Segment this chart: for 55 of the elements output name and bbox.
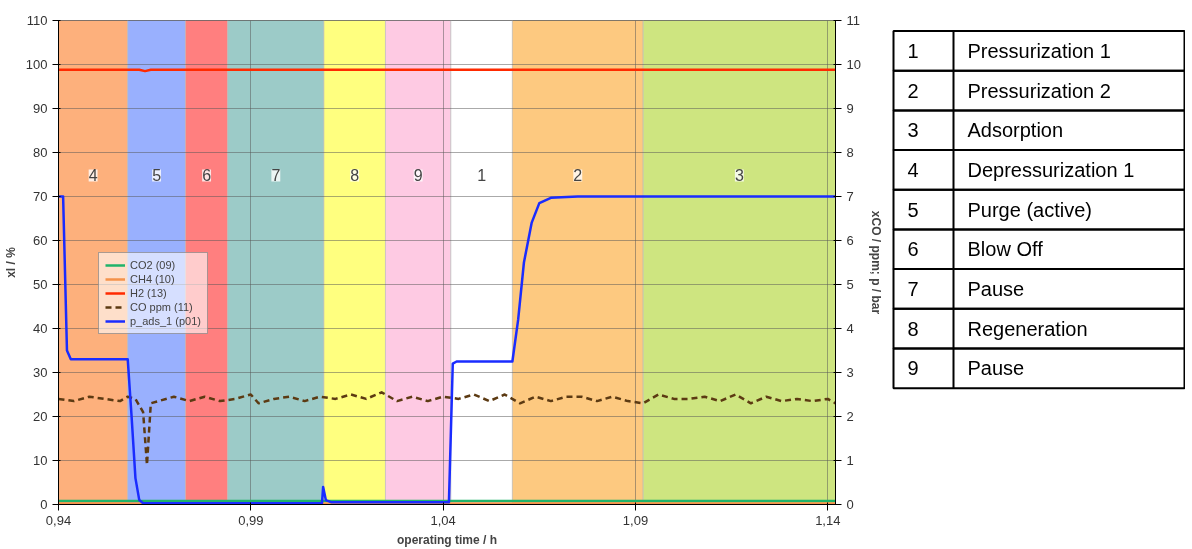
text: 4 Depressurization 1 [907, 158, 1135, 181]
y-tick-label: 90 [33, 101, 48, 116]
band-label: 8 [350, 167, 360, 185]
band-label: 6 [202, 167, 212, 185]
y2-tick-label: 5 [846, 277, 854, 292]
y-tick-label: 70 [33, 189, 48, 204]
legend-label: p_ads_1 (p01) [130, 315, 201, 327]
legend-label: CH4 (10) [130, 273, 175, 285]
y2-tick-label: 1 [846, 453, 854, 468]
y-tick-label: 30 [33, 365, 48, 380]
text: 1 Pressurization 1 [907, 39, 1111, 62]
band-label: 7 [271, 167, 281, 185]
x-tick-label: 0,99 [238, 512, 264, 528]
band-label: 5 [152, 167, 162, 185]
text: 5 Purge (active) [907, 198, 1092, 221]
y2-tick-label: 10 [846, 57, 861, 72]
y2-tick-label: 6 [846, 233, 854, 248]
text: 8 Regeneration [907, 317, 1088, 340]
y-tick-label: 100 [25, 57, 48, 72]
y2-tick-label: 0 [846, 497, 854, 512]
text: 6 Blow Off [907, 238, 1043, 261]
band-label: 1 [477, 167, 487, 185]
y2-tick-label: 11 [846, 13, 860, 28]
y-axis-title: xl / % [3, 246, 18, 278]
band-label: 3 [734, 167, 744, 185]
y2-tick-label: 7 [846, 189, 854, 204]
band-label: 9 [413, 167, 423, 185]
y-tick-label: 20 [33, 409, 48, 424]
y2-tick-label: 9 [846, 101, 854, 116]
band-label: 2 [573, 167, 583, 185]
x-tick-label: 0,94 [45, 512, 72, 528]
x-tick-label: 1,14 [815, 512, 841, 528]
y2-tick-label: 4 [846, 321, 854, 336]
y-tick-label: 50 [33, 277, 48, 292]
text: 3 Adsorption [907, 119, 1064, 142]
text: 7 Pause [907, 277, 1025, 300]
y2-tick-label: 2 [846, 409, 854, 424]
y2-tick-label: 8 [846, 145, 854, 160]
legend-label: CO2 (09) [130, 259, 176, 271]
y-tick-label: 10 [33, 453, 48, 468]
legend-label: CO ppm (11) [130, 301, 193, 313]
y2-axis-title: xCO / ppm; p / bar [868, 210, 883, 315]
y-tick-label: 80 [33, 145, 48, 160]
y-tick-label: 0 [40, 497, 48, 512]
text: 9 Pause [907, 357, 1025, 380]
x-axis-title: operating time / h [397, 532, 498, 547]
text: 2 Pressurization 2 [907, 79, 1111, 102]
legend-label: H2 (13) [130, 287, 167, 299]
x-tick-label: 1,09 [622, 512, 649, 528]
y-tick-label: 60 [33, 233, 48, 248]
band-label: 4 [88, 167, 98, 185]
y-tick-label: 40 [33, 321, 48, 336]
y-tick-label: 110 [26, 13, 48, 28]
x-tick-label: 1,04 [430, 512, 456, 528]
y2-tick-label: 3 [846, 365, 854, 380]
